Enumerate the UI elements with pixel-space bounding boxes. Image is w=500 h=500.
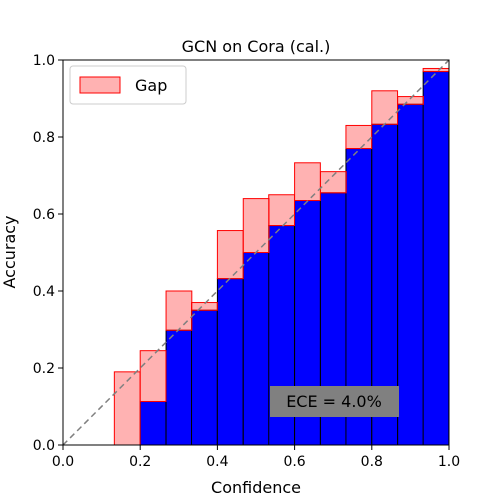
plot-frame (62, 59, 450, 446)
gap-bar (397, 96, 424, 105)
y-tick-label: 0.6 (33, 207, 55, 223)
legend-swatch-gap (79, 76, 121, 94)
ece-annotation: ECE = 4.0% (270, 386, 399, 417)
gap-bar (191, 302, 218, 311)
x-tick-label: 0.0 (52, 454, 74, 470)
y-tick-label: 0.4 (33, 284, 55, 300)
accuracy-bar (216, 278, 244, 446)
legend: Gap (69, 65, 187, 105)
accuracy-bar (191, 309, 218, 446)
accuracy-bar (165, 329, 193, 446)
y-tick-label: 0.8 (33, 130, 55, 146)
legend-label-gap: Gap (135, 76, 167, 95)
x-axis-ticks: 0.0 0.2 0.4 0.6 0.8 1.0 (52, 445, 460, 470)
legend-box (69, 65, 187, 105)
plot-area (62, 59, 450, 446)
accuracy-bar (397, 103, 424, 446)
gap-bar (345, 124, 373, 150)
y-axis-label: Accuracy (0, 215, 19, 288)
y-tick-label: 1.0 (33, 53, 55, 69)
gap-bar (268, 194, 295, 227)
x-tick-label: 0.6 (283, 454, 305, 470)
gap-bar (422, 67, 450, 73)
perfect-calibration-line (62, 59, 450, 446)
gap-bar (165, 290, 193, 331)
gap-bar (139, 350, 167, 402)
gap-bar (371, 90, 399, 125)
x-axis-label: Confidence (211, 478, 301, 497)
accuracy-bar (139, 400, 167, 446)
accuracy-bar (242, 252, 270, 446)
x-tick-label: 0.4 (206, 454, 228, 470)
x-tick-label: 0.8 (361, 454, 383, 470)
ece-text: ECE = 4.0% (286, 392, 382, 411)
x-tick-label: 1.0 (438, 454, 460, 470)
gap-bar (216, 230, 244, 280)
gap-bar (319, 171, 347, 194)
ece-box (270, 386, 399, 417)
y-tick-label: 0.2 (33, 361, 55, 377)
chart-title: GCN on Cora (cal.) (182, 37, 331, 56)
gap-bar (113, 371, 141, 446)
y-axis-ticks: 0.0 0.2 0.4 0.6 0.8 1.0 (33, 53, 63, 454)
y-tick-label: 0.0 (33, 438, 55, 454)
gap-bar (294, 162, 321, 202)
accuracy-bar (422, 71, 450, 446)
x-tick-label: 0.2 (129, 454, 151, 470)
